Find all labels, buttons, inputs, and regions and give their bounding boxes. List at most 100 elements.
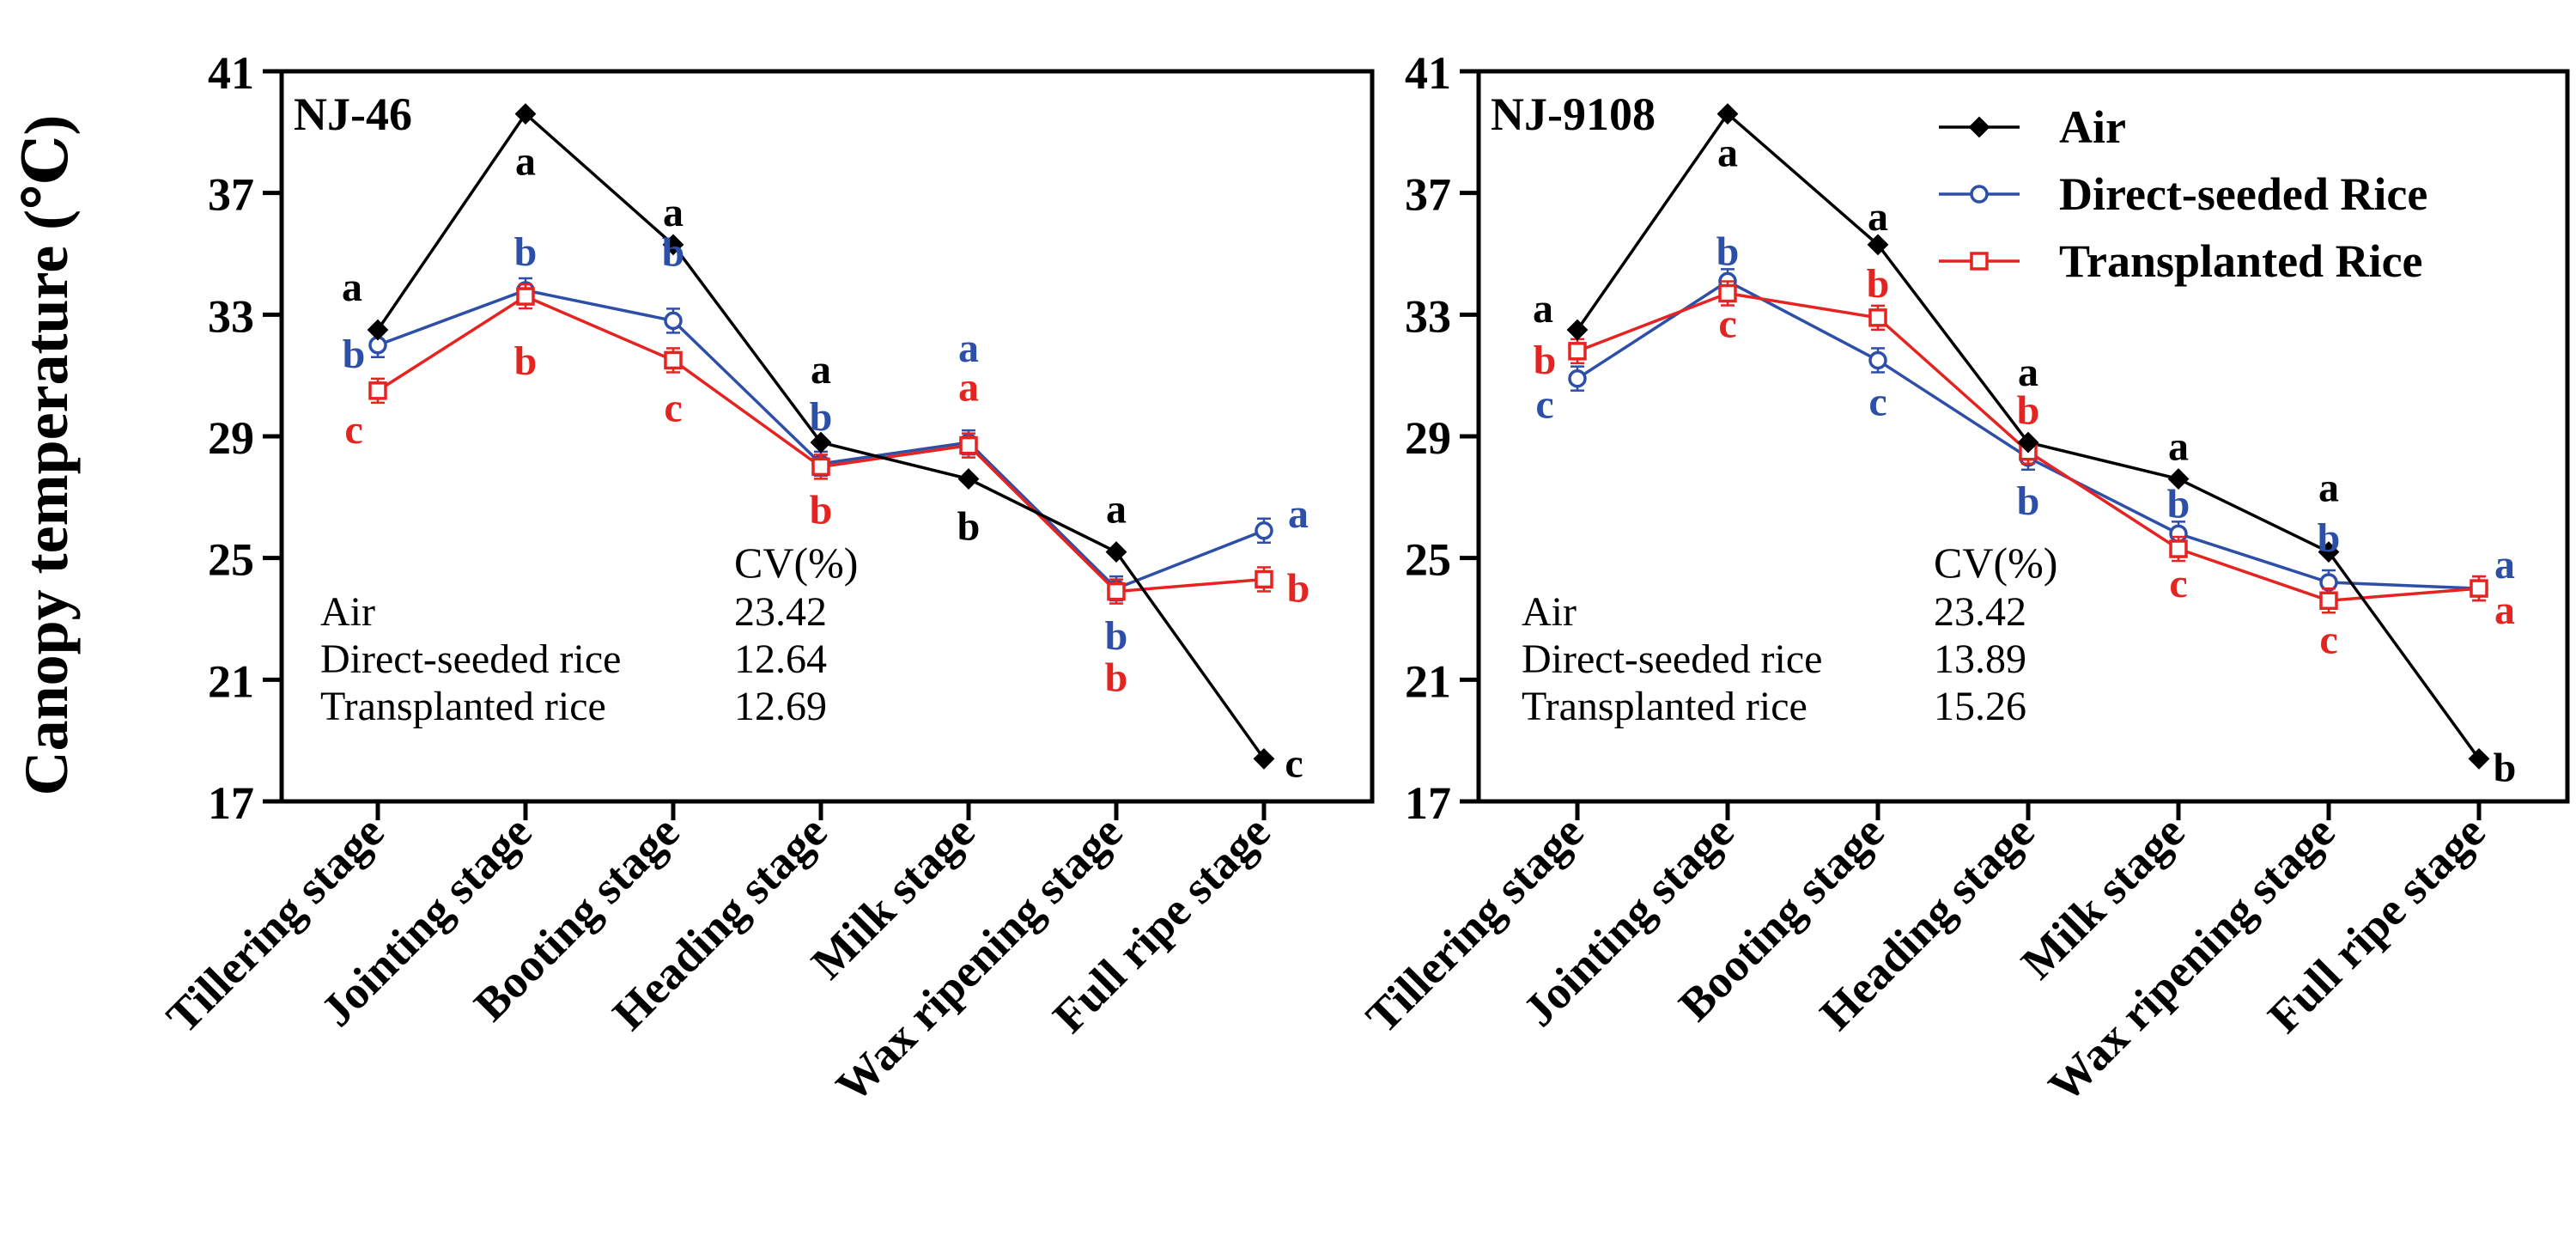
data-point-transplanted [2169,539,2188,558]
significance-letter-direct: b [1716,228,1740,274]
data-point-transplanted [2470,579,2488,598]
data-point-transplanted [1255,569,1273,589]
significance-letter-transplanted: a [2494,588,2515,633]
significance-letter-transplanted: c [1718,301,1736,347]
significance-letter-transplanted: b [1867,261,1890,307]
significance-letter-direct: a [958,326,979,371]
legend-marker-air [1968,116,1990,138]
data-point-transplanted [368,381,387,400]
cv-table-label: Air [1522,589,1577,635]
data-point-transplanted [664,350,683,370]
significance-letter-air: b [2494,745,2517,790]
significance-letter-transplanted: a [958,365,979,411]
significance-letter-direct: b [343,332,366,377]
significance-letter-direct: b [2017,478,2040,524]
cv-table-label: Direct-seeded rice [1522,636,1822,682]
data-point-transplanted [1107,581,1126,601]
y-tick-label: 21 [208,655,254,707]
data-point-air [662,234,684,256]
significance-letter-direct: b [810,394,833,440]
data-point-air [1566,319,1589,341]
y-tick-label: 29 [208,412,254,464]
panel-title: NJ-9108 [1491,88,1656,140]
legend-label-transplanted: Transplanted Rice [2059,235,2423,287]
cv-table-label: Transplanted rice [1522,684,1807,729]
data-point-direct [1568,368,1587,388]
cv-table-header: CV(%) [1934,539,2057,587]
data-point-air [1253,748,1275,770]
data-point-transplanted [516,287,535,306]
y-tick-label: 17 [208,777,254,829]
significance-letter-direct: a [2494,542,2515,588]
significance-letter-transplanted: c [2169,561,2187,606]
cv-table-value: 15.26 [1934,684,2026,729]
significance-letter-air: a [663,190,683,235]
significance-letter-transplanted: b [1534,338,1557,383]
data-point-air [1867,234,1889,256]
data-point-air [2167,468,2190,490]
y-tick-label: 41 [208,47,254,99]
x-tick-label: Wax ripening stage [826,806,1132,1111]
data-point-air [1105,541,1127,563]
significance-letter-direct: c [1535,382,1553,428]
significance-letter-air: a [1533,286,1553,332]
cv-table-label: Air [320,589,375,635]
legend-label-direct: Direct-seeded Rice [2059,168,2427,220]
significance-letter-transplanted: b [1287,565,1310,611]
significance-letter-direct: b [514,229,538,275]
significance-letter-transplanted: c [2319,617,2337,662]
y-tick-label: 37 [1405,169,1451,221]
y-tick-label: 17 [1405,777,1451,829]
significance-letter-air: a [2018,350,2038,395]
data-point-air [957,468,980,490]
data-point-air [514,103,537,125]
significance-letter-direct: b [2167,481,2190,527]
significance-letter-air: c [1285,740,1303,786]
data-point-transplanted [1568,342,1587,361]
significance-letter-transplanted: b [810,487,833,533]
significance-letter-air: a [515,139,536,185]
significance-letter-direct: b [662,229,685,275]
data-point-air [2318,541,2340,563]
significance-letter-transplanted: c [664,385,682,430]
y-tick-label: 37 [208,169,254,221]
data-point-transplanted [1718,283,1737,303]
cv-table-value: 12.64 [734,636,827,682]
data-point-transplanted [1868,308,1887,327]
data-point-direct [1868,350,1887,370]
y-tick-label: 29 [1405,412,1451,464]
cv-table-value: 12.69 [734,684,827,729]
data-point-transplanted [2319,591,2338,610]
significance-letter-transplanted: b [514,338,538,384]
significance-letter-air: a [342,265,362,310]
panel-title: NJ-46 [294,88,412,140]
data-point-direct [1255,521,1273,540]
data-point-transplanted [959,435,978,455]
significance-letter-air: a [1717,131,1738,176]
legend-label-air: Air [2059,101,2126,153]
cv-table-value: 13.89 [1934,636,2026,682]
data-point-air [2468,748,2490,770]
y-axis-title: Canopy temperature (℃) [12,115,81,796]
data-point-air [2017,431,2039,454]
y-tick-label: 25 [1405,534,1451,586]
y-tick-label: 25 [208,534,254,586]
legend-marker-transplanted [1970,252,1989,271]
significance-letter-direct: b [1105,613,1128,659]
data-point-air [1716,103,1739,125]
significance-letter-direct: a [1288,491,1309,537]
y-tick-label: 21 [1405,655,1451,707]
y-tick-label: 41 [1405,47,1451,99]
significance-letter-air: a [1868,194,1888,240]
significance-letter-transplanted: c [344,407,362,453]
significance-letter-direct: b [2318,515,2341,561]
significance-letter-air: a [2168,424,2189,470]
y-tick-label: 33 [1405,290,1451,342]
cv-table-header: CV(%) [734,539,858,587]
data-point-air [367,319,389,341]
significance-letter-transplanted: b [1105,655,1128,701]
y-tick-label: 33 [208,290,254,342]
cv-table-value: 23.42 [1934,589,2026,635]
x-tick-label: Wax ripening stage [2038,806,2344,1111]
